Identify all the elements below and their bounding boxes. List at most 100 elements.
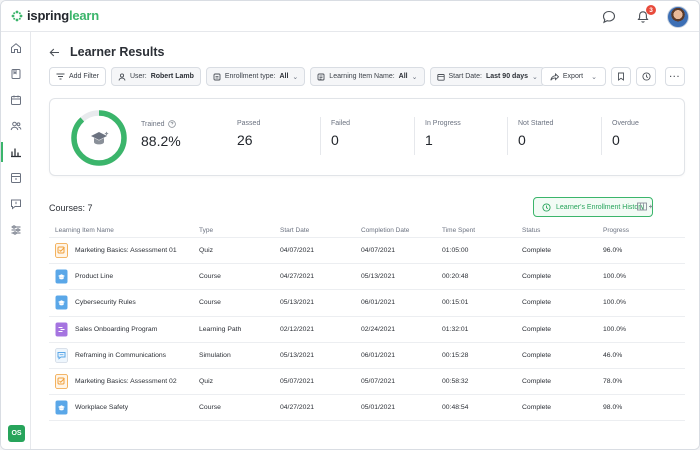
cell-type: Course — [199, 404, 221, 412]
export-button[interactable]: Export ⌄ — [540, 67, 606, 86]
cell-status: Complete — [522, 325, 552, 333]
item-name[interactable]: Reframing in Communications — [75, 351, 167, 359]
table-row[interactable]: Sales Onboarding Program Learning Path 02/… — [49, 317, 685, 343]
enrollment-filter-value: All — [279, 73, 289, 80]
reports-icon[interactable] — [8, 144, 24, 160]
logo[interactable]: ispringlearn — [11, 8, 99, 23]
stat-divider — [507, 117, 508, 155]
user-initials-badge[interactable]: OS — [8, 425, 25, 442]
overdue-label: Overdue — [612, 120, 639, 127]
column-header-start-date[interactable]: Start Date — [280, 226, 310, 234]
failed-label: Failed — [331, 120, 351, 127]
item-name[interactable]: Cybersecurity Rules — [75, 299, 136, 307]
top-bar: ispringlearn 3 — [1, 1, 699, 32]
courses-count: Courses: 7 — [49, 203, 93, 213]
chat-icon[interactable] — [599, 7, 619, 27]
start-date-filter-value: Last 90 days — [485, 73, 528, 80]
export-label: Export — [562, 73, 584, 80]
trained-label: Trained — [141, 120, 165, 128]
not-started-label: Not Started — [518, 120, 554, 127]
column-header-status[interactable]: Status — [522, 226, 541, 234]
users-icon[interactable] — [8, 118, 24, 134]
table-row[interactable]: Marketing Basics: Assessment 01 Quiz 04/07… — [49, 238, 685, 265]
column-header-name[interactable]: Learning Item Name — [55, 226, 114, 234]
user-filter-chip[interactable]: User: Robert Lamb — [110, 67, 201, 86]
main-content: Learner Results Add Filter User: Robert … — [31, 32, 699, 449]
tasks-icon[interactable] — [8, 170, 24, 186]
learning-item-filter-chip[interactable]: Learning Item Name: All ⌄ — [310, 67, 425, 86]
simulation-icon — [55, 347, 68, 363]
cell-time-spent: 01:05:00 — [442, 247, 469, 255]
cell-progress: 96.0% — [603, 247, 623, 255]
course-icon — [55, 295, 68, 310]
book-icon[interactable] — [8, 66, 24, 82]
cell-time-spent: 00:15:01 — [442, 299, 469, 307]
stat-passed: Passed 26 — [237, 120, 260, 148]
cell-learning-item: Marketing Basics: Assessment 01 — [49, 243, 199, 258]
cell-status: Complete — [522, 378, 552, 386]
in-progress-label: In Progress — [425, 120, 461, 127]
user-filter-label: User: — [129, 73, 147, 80]
item-name[interactable]: Marketing Basics: Assessment 02 — [75, 378, 177, 386]
bookmark-icon — [618, 72, 624, 81]
cell-learning-item: Reframing in Communications — [49, 347, 199, 363]
feedback-icon[interactable] — [8, 196, 24, 212]
more-options-button[interactable]: ··· — [665, 67, 685, 86]
help-icon[interactable] — [168, 120, 177, 128]
table-row[interactable]: Cybersecurity Rules Course 05/13/2021 06/01… — [49, 290, 685, 317]
add-filter-button[interactable]: Add Filter — [49, 67, 106, 86]
stat-divider — [320, 117, 321, 155]
learning-item-filter-label: Learning Item Name: — [329, 73, 395, 80]
stat-divider — [414, 117, 415, 155]
cell-type: Simulation — [199, 351, 231, 359]
cell-time-spent: 00:48:54 — [442, 404, 469, 412]
column-header-time-spent[interactable]: Time Spent — [442, 226, 475, 234]
not-started-value: 0 — [518, 132, 526, 148]
schedule-button[interactable] — [636, 67, 656, 86]
user-avatar[interactable] — [667, 6, 689, 28]
donut-fill — [71, 110, 127, 166]
chevron-down-icon: ⌄ — [532, 73, 538, 81]
history-clock-icon — [542, 202, 551, 212]
table-row[interactable]: Workplace Safety Course 04/27/2021 05/01/20… — [49, 395, 685, 422]
stat-divider — [601, 117, 602, 155]
table-header: Learning Item Name Type Start Date Compl… — [49, 223, 685, 238]
column-header-type[interactable]: Type — [199, 226, 214, 234]
cell-progress: 100.0% — [603, 325, 627, 333]
item-name[interactable]: Sales Onboarding Program — [75, 325, 158, 333]
settings-icon[interactable] — [8, 222, 24, 238]
cell-type: Course — [199, 299, 221, 307]
cell-time-spent: 00:15:28 — [442, 351, 469, 359]
cell-start-date: 02/12/2021 — [280, 325, 315, 333]
item-name[interactable]: Workplace Safety — [75, 404, 129, 412]
ispring-logo-icon — [11, 10, 23, 21]
item-name[interactable]: Product Line — [75, 273, 114, 281]
bookmark-button[interactable] — [611, 67, 631, 86]
cell-completion-date: 06/01/2021 — [361, 299, 396, 307]
enrollment-history-button[interactable]: Learner's Enrollment History — [533, 197, 654, 217]
home-icon[interactable] — [8, 40, 24, 56]
back-arrow-icon[interactable] — [49, 48, 60, 57]
cell-start-date: 05/07/2021 — [280, 378, 315, 386]
add-filter-label: Add Filter — [69, 73, 99, 80]
notifications-bell-icon[interactable]: 3 — [633, 5, 656, 27]
column-header-completion-date[interactable]: Completion Date — [361, 226, 410, 234]
cell-progress: 46.0% — [603, 351, 623, 359]
results-table: Learning Item Name Type Start Date Compl… — [49, 223, 685, 422]
column-settings-icon[interactable] — [637, 202, 653, 213]
enrollment-type-filter-chip[interactable]: Enrollment type: All ⌄ — [205, 67, 306, 86]
table-row[interactable]: Marketing Basics: Assessment 02 Quiz 05/07… — [49, 369, 685, 396]
cell-completion-date: 02/24/2021 — [361, 325, 396, 333]
item-name[interactable]: Marketing Basics: Assessment 01 — [75, 247, 177, 255]
cell-progress: 100.0% — [603, 273, 627, 281]
sidebar: OS — [1, 32, 31, 449]
cell-time-spent: 01:32:01 — [442, 325, 469, 333]
table-row[interactable]: Product Line Course 04/27/2021 05/13/2021 00… — [49, 264, 685, 291]
table-row[interactable]: Reframing in Communications Simulation 05/… — [49, 343, 685, 369]
calendar-icon[interactable] — [8, 92, 24, 108]
brand-product: learn — [68, 8, 100, 23]
cell-type: Learning Path — [199, 325, 242, 333]
start-date-filter-chip[interactable]: Start Date: Last 90 days ⌄ — [429, 67, 545, 86]
column-header-progress[interactable]: Progress — [603, 226, 630, 234]
